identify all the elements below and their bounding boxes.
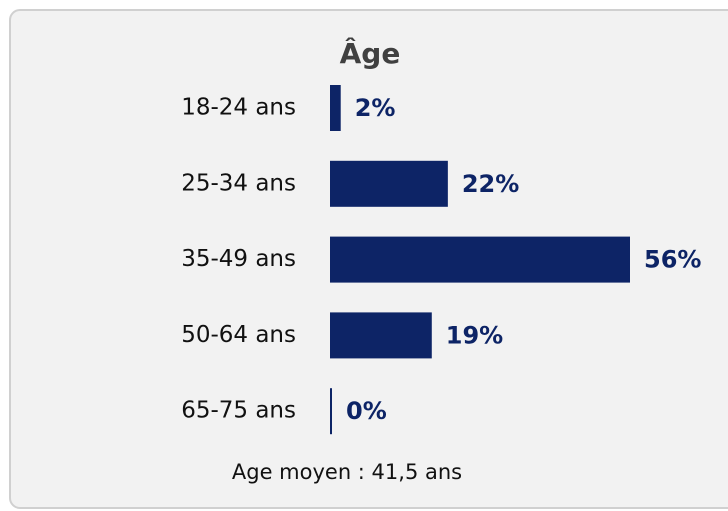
value-label: 19% — [446, 321, 503, 349]
value-label: 2% — [355, 94, 396, 122]
bar — [330, 236, 630, 283]
category-label: 50-64 ans — [181, 322, 296, 348]
bar — [330, 388, 332, 435]
bar — [330, 85, 341, 131]
value-label: 56% — [644, 246, 701, 274]
bar — [330, 160, 448, 207]
chart-title: Âge — [340, 36, 401, 70]
category-label: 25-34 ans — [181, 170, 296, 196]
value-label: 22% — [462, 170, 519, 198]
bar — [330, 312, 432, 359]
category-label: 65-75 ans — [181, 398, 296, 424]
annotation: Age moyen : 41,5 ans — [232, 460, 462, 484]
value-label: 0% — [346, 397, 387, 425]
category-label: 35-49 ans — [181, 246, 296, 272]
category-label: 18-24 ans — [181, 95, 296, 121]
